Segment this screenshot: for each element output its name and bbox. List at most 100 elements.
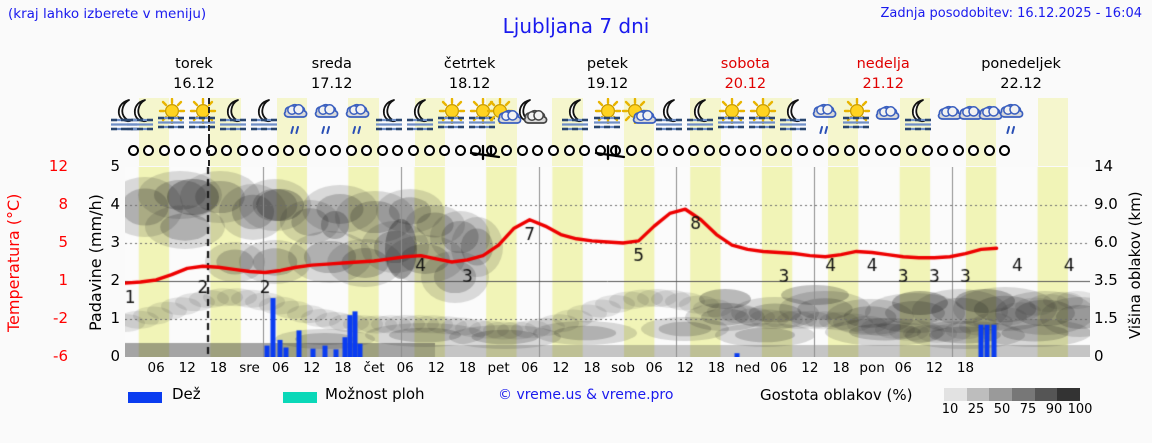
day-date-22.12: 22.12 — [1000, 76, 1042, 92]
day-band — [1037, 140, 1068, 166]
wind-marker-circle — [532, 145, 544, 156]
forecast-plot — [125, 167, 1090, 357]
wind-marker-circle — [221, 145, 233, 156]
moon-icon — [251, 98, 279, 138]
wind-marker-circle — [859, 145, 871, 156]
day-name-petek: petek — [586, 56, 629, 72]
x-tick-06-12: 06 — [521, 360, 539, 376]
cloud-height-axis-title: Višina oblakov (km) — [1126, 191, 1144, 339]
wind-marker-circle — [968, 145, 980, 156]
cloud-height-tick-9.0: 9.0 — [1094, 195, 1118, 213]
moon-icon — [562, 98, 590, 138]
rain-legend-swatch — [128, 392, 162, 403]
sun-icon — [437, 97, 466, 138]
current-time-marker — [208, 98, 210, 140]
sun-cloud-icon — [621, 97, 657, 138]
day-date-21.12: 21.12 — [862, 76, 904, 92]
moon-icon — [219, 98, 248, 138]
wind-marker-circle — [345, 145, 357, 156]
sun-icon — [157, 97, 186, 138]
wind-marker-circle — [937, 145, 949, 156]
x-tick-12-25: 12 — [925, 360, 943, 376]
moon-icon — [655, 98, 684, 138]
x-tick-18-2: 18 — [209, 360, 227, 376]
wind-barb-icon — [469, 142, 503, 168]
cloud-icon — [874, 98, 902, 138]
wind-marker-circle — [252, 145, 264, 156]
x-axis-tick-labels: 06 12 18 sre 06 12 18 čet 06 12 18 pet 06 12 18 sob 06 12… — [125, 360, 1090, 380]
day-name-sobota: sobota — [720, 56, 770, 72]
cloud-density-tick-25: 25 — [967, 402, 985, 417]
x-tick-06-8: 06 — [396, 360, 414, 376]
day-name-sreda: sreda — [311, 56, 352, 72]
x-tick-18-18: 18 — [707, 360, 726, 376]
cloud-rain-icon — [344, 98, 372, 138]
precipitation-tick-2: 2 — [110, 271, 120, 289]
x-tick-pet-11: pet — [487, 360, 510, 376]
sun-icon — [593, 97, 622, 138]
plot-canvas — [125, 167, 1090, 357]
temperature-tick-12: 12 — [48, 157, 68, 175]
wind-marker-circle — [298, 145, 310, 156]
cloud-density-swatch — [1034, 388, 1058, 401]
cloud-density-ramp — [944, 388, 1081, 401]
wind-marker-circle — [314, 145, 326, 156]
cloud-rain-icon — [811, 98, 839, 138]
wind-marker-circle — [781, 145, 793, 156]
wind-marker-circle — [843, 145, 855, 156]
sun-icon — [749, 97, 777, 138]
wind-marker-circle — [376, 145, 388, 156]
wind-marker-circle — [641, 145, 653, 156]
cloud-icon — [936, 98, 964, 138]
wind-marker-circle — [283, 145, 295, 156]
moon-icon — [406, 98, 435, 138]
precipitation-tick-5: 5 — [110, 157, 120, 175]
cloud-height-tick-0: 0 — [1094, 347, 1104, 365]
wind-marker-circle — [267, 145, 279, 156]
temperature-axis-title: Temperatura (°C) — [4, 193, 23, 333]
x-tick-06-20: 06 — [770, 360, 788, 376]
sun-icon — [718, 97, 746, 138]
moon-icon — [126, 98, 155, 138]
x-tick-sob-15: sob — [611, 360, 635, 376]
wind-marker-circle — [392, 145, 404, 156]
wind-marker-circle — [407, 145, 419, 156]
x-tick-12-9: 12 — [427, 360, 445, 376]
temperature-tick--2: -2 — [53, 309, 68, 327]
wind-barb-icon — [594, 142, 628, 168]
cloud-density-tick-50: 50 — [993, 402, 1011, 417]
cloud-density-tick-75: 75 — [1019, 402, 1037, 417]
wind-marker-circle — [703, 145, 715, 156]
wind-marker-circle — [750, 145, 762, 156]
moon-icon — [780, 98, 808, 138]
moon-icon — [375, 98, 404, 138]
last-update-text: Zadnja posodobitev: 16.12.2025 - 16:04 — [880, 6, 1142, 21]
x-tick-18-26: 18 — [956, 360, 975, 376]
wind-marker-circle — [921, 145, 933, 156]
day-date-16.12: 16.12 — [173, 76, 215, 92]
wind-marker-circle — [672, 145, 684, 156]
day-band — [1037, 98, 1068, 140]
sun-icon — [188, 97, 217, 138]
copyright-link[interactable]: © vreme.us & vreme.pro — [498, 387, 674, 403]
wind-marker-circle — [423, 145, 435, 156]
wind-marker-circle — [330, 145, 342, 156]
wind-marker-circle — [594, 145, 606, 156]
precipitation-tick-1: 1 — [110, 309, 120, 327]
temperature-tick-1: 1 — [58, 271, 68, 289]
cloud-icon — [977, 98, 1005, 138]
chart-legend: Dež Možnost ploh © vreme.us & vreme.pro … — [0, 385, 1152, 426]
wind-marker-circle — [563, 145, 575, 156]
x-tick-18-6: 18 — [334, 360, 352, 376]
day-name-torek: torek — [175, 56, 213, 72]
cloud-height-tick-6.0: 6.0 — [1094, 233, 1118, 251]
x-tick-18-22: 18 — [832, 360, 850, 376]
wind-marker-circle — [999, 145, 1011, 156]
day-date-18.12: 18.12 — [448, 76, 491, 92]
x-tick-06-16: 06 — [645, 360, 663, 376]
wind-marker-circle — [952, 145, 964, 156]
wind-marker-row — [125, 140, 1090, 166]
day-date-20.12: 20.12 — [724, 76, 767, 92]
day-name-četrtek: četrtek — [443, 56, 496, 72]
temperature-tick--6: -6 — [53, 347, 68, 365]
